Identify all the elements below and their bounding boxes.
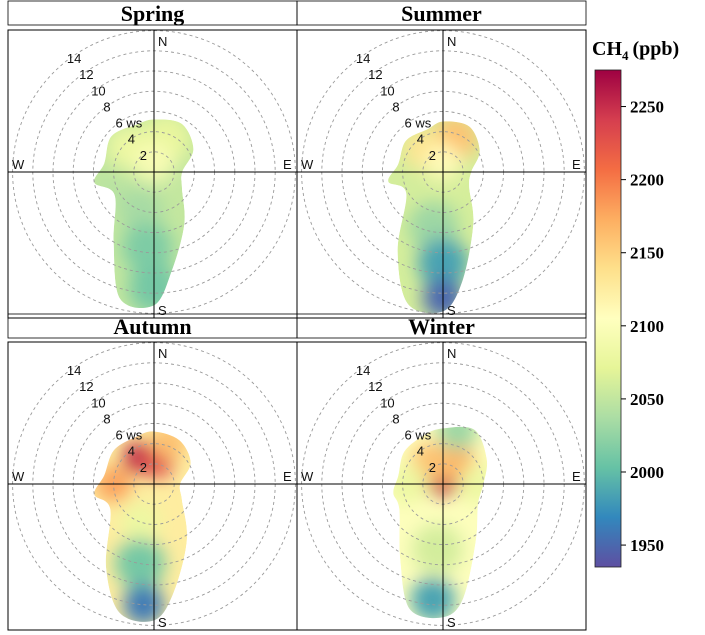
ring-label: 10 (380, 83, 394, 98)
dir-label-s: S (158, 303, 167, 318)
panel-frame (296, 29, 587, 319)
ring-label: 14 (356, 51, 370, 66)
dir-label-e: E (283, 469, 292, 484)
ring-label: 8 (392, 100, 399, 115)
ring-label: 2 (140, 148, 147, 163)
field-blob (151, 431, 188, 460)
panel-title-spring: Spring (121, 1, 185, 26)
colorbar-title-main: CH (592, 38, 622, 60)
ring-label: 10 (91, 395, 105, 410)
panel-title-box (296, 0, 587, 26)
concentration-field (94, 431, 191, 622)
panel-title-box (296, 313, 587, 339)
colorbar-tick-label: 2150 (630, 244, 664, 263)
dir-label-e: E (572, 157, 581, 172)
ring-label: 12 (79, 67, 93, 82)
dir-label-w: W (12, 157, 25, 172)
ring-label: 12 (368, 67, 382, 82)
field-blob (410, 577, 456, 619)
concentration-field (393, 426, 488, 619)
field-blob (412, 524, 463, 575)
ring-label: 6 ws (405, 428, 432, 443)
colorbar-tick-label: 2200 (630, 171, 664, 190)
dir-label-w: W (12, 469, 25, 484)
panel-title-autumn: Autumn (113, 314, 191, 339)
ring-label: 6 ws (116, 428, 143, 443)
panel-title-summer: Summer (401, 1, 482, 26)
colorbar-gradient (594, 69, 622, 568)
ring-label: 2 (429, 148, 436, 163)
dir-label-n: N (158, 346, 167, 361)
ring-label: 4 (128, 444, 135, 459)
panel-frame (296, 341, 587, 631)
dir-label-s: S (158, 615, 167, 630)
colorbar: CH4 (ppb) 2250 2200 2150 2100 2050 2000 1950 (592, 38, 679, 568)
ring-label: 2 (429, 460, 436, 475)
dir-label-w: W (301, 157, 314, 172)
ring-label: 4 (128, 132, 135, 147)
ring-label: 8 (392, 412, 399, 427)
dir-label-e: E (572, 469, 581, 484)
colorbar-tick-label: 2250 (630, 98, 664, 117)
dir-label-n: N (447, 346, 456, 361)
ring-label: 14 (67, 363, 81, 378)
panel-title-winter: Winter (408, 314, 475, 339)
concentration-field (388, 121, 480, 314)
ring-label: 6 ws (405, 116, 432, 131)
ring-label: 10 (380, 395, 394, 410)
dir-label-n: N (447, 34, 456, 49)
colorbar-title: CH4 (ppb) (592, 38, 679, 63)
colorbar-tick-label: 2000 (630, 463, 664, 482)
ring-label: 10 (91, 83, 105, 98)
ring-label: 2 (140, 460, 147, 475)
polar-grid (297, 30, 586, 318)
ring-label: 6 ws (116, 116, 143, 131)
dir-label-w: W (301, 469, 314, 484)
colorbar-title-unit: (ppb) (633, 38, 680, 60)
ring-label: 4 (417, 444, 424, 459)
polar-grid (297, 342, 586, 630)
colorbar-tick-label: 1950 (630, 536, 664, 555)
field-blob (120, 501, 161, 543)
ring-label: 12 (368, 379, 382, 394)
field-blob (118, 187, 163, 233)
ring-label: 14 (67, 51, 81, 66)
concentration-field (94, 119, 194, 309)
dir-label-s: S (447, 615, 456, 630)
dir-label-n: N (158, 34, 167, 49)
field-blob (122, 222, 173, 273)
polar-grid (8, 30, 297, 318)
ring-label: 12 (79, 379, 93, 394)
dir-label-e: E (283, 157, 292, 172)
ring-label: 8 (103, 412, 110, 427)
field-blob (388, 167, 424, 205)
dir-label-s: S (447, 303, 456, 318)
field-blob (437, 426, 478, 451)
colorbar-tick-label: 2050 (630, 390, 664, 409)
colorbar-tick-label: 2100 (630, 317, 664, 336)
ring-label: 4 (417, 132, 424, 147)
colorbar-title-sub: 4 (622, 48, 629, 63)
polar-grid (8, 342, 297, 630)
ring-label: 14 (356, 363, 370, 378)
ring-label: 8 (103, 100, 110, 115)
